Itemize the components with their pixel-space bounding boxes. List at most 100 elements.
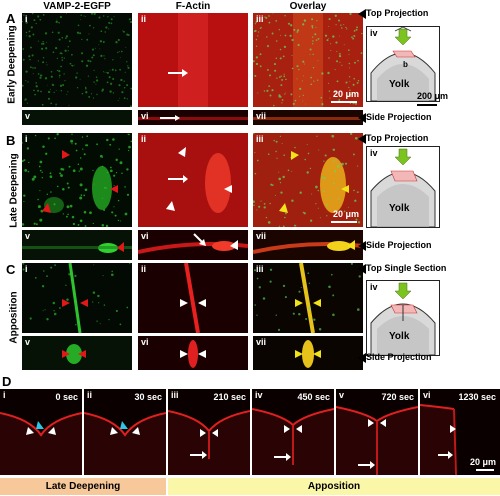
vesicle-punctum bbox=[68, 40, 71, 43]
schematic-b-iv: iv Yolk bbox=[366, 146, 440, 228]
vesicle-punctum bbox=[335, 158, 337, 160]
vesicle-punctum bbox=[101, 224, 105, 227]
vesicle-punctum bbox=[348, 53, 350, 56]
vesicle-punctum bbox=[283, 75, 286, 78]
vesicle-punctum bbox=[289, 34, 292, 37]
vesicle-punctum bbox=[79, 32, 82, 35]
vesicle-punctum bbox=[328, 90, 331, 92]
vesicle-punctum bbox=[307, 152, 310, 155]
vesicle-punctum bbox=[121, 172, 123, 174]
vesicle-punctum bbox=[45, 47, 48, 50]
vesicle-punctum bbox=[57, 31, 60, 34]
vesicle-punctum bbox=[92, 97, 95, 99]
vesicle-punctum bbox=[313, 80, 315, 82]
row-label-early-deepening: Early Deepening bbox=[6, 25, 18, 104]
overlay-signal bbox=[253, 133, 363, 227]
vesicle-punctum bbox=[354, 199, 357, 202]
vesicle-punctum bbox=[98, 16, 101, 19]
time-label: 1230 sec bbox=[458, 392, 496, 402]
vesicle-punctum bbox=[357, 221, 361, 224]
cleavage-furrow bbox=[168, 410, 250, 475]
vesicle-punctum bbox=[328, 285, 331, 289]
vesicle-punctum bbox=[324, 34, 328, 37]
panel-label: vi bbox=[423, 390, 431, 400]
vesicle-punctum bbox=[85, 91, 88, 94]
vesicle-punctum bbox=[303, 63, 305, 65]
vesicle-punctum bbox=[60, 90, 62, 92]
vesicle-punctum bbox=[312, 53, 314, 56]
vesicle-punctum bbox=[77, 163, 80, 166]
vesicle-punctum bbox=[111, 211, 114, 214]
vesicle-punctum bbox=[99, 323, 101, 325]
vesicle-punctum bbox=[89, 24, 91, 27]
vesicle-punctum bbox=[96, 320, 98, 322]
vesicle-punctum bbox=[99, 40, 103, 43]
vesicle-punctum bbox=[24, 169, 28, 172]
vesicle-punctum bbox=[63, 73, 65, 75]
vesicle-punctum bbox=[350, 133, 353, 136]
vesicle-punctum bbox=[318, 149, 320, 151]
vesicle-punctum bbox=[109, 169, 113, 173]
vesicle-punctum bbox=[269, 202, 271, 205]
vesicle-punctum bbox=[58, 21, 60, 24]
vesicle-punctum bbox=[41, 171, 43, 174]
vesicle-punctum bbox=[262, 297, 266, 300]
vesicle-punctum bbox=[279, 135, 282, 138]
vesicle-punctum bbox=[85, 87, 87, 90]
vesicle-punctum bbox=[83, 194, 86, 197]
vesicle-punctum bbox=[120, 220, 122, 222]
vesicle-punctum bbox=[264, 16, 266, 18]
panel-label: vi bbox=[141, 231, 149, 241]
vesicle-punctum bbox=[267, 153, 270, 155]
vesicle-punctum bbox=[42, 42, 45, 45]
side-signal bbox=[253, 117, 363, 120]
vesicle-punctum bbox=[328, 26, 330, 28]
overlay-signal bbox=[253, 13, 363, 107]
vesicle-punctum bbox=[79, 78, 81, 80]
vesicle-punctum bbox=[303, 212, 306, 215]
vesicle-punctum bbox=[92, 291, 96, 294]
vesicle-punctum bbox=[39, 74, 42, 77]
phase-bar-apposition: Apposition bbox=[168, 478, 500, 495]
vesicle-punctum bbox=[51, 31, 54, 34]
vesicle-punctum bbox=[323, 160, 325, 162]
vesicle-punctum bbox=[119, 161, 123, 165]
vesicle-punctum bbox=[296, 31, 299, 33]
vesicle-punctum bbox=[55, 21, 58, 24]
vesicle-punctum bbox=[25, 79, 27, 82]
vesicle-punctum bbox=[276, 77, 278, 79]
vesicle-punctum bbox=[361, 32, 363, 35]
vesicle-punctum bbox=[90, 13, 94, 15]
vesicle-punctum bbox=[37, 73, 40, 75]
vesicle-punctum bbox=[311, 18, 314, 21]
phase-bar-late-deepening: Late Deepening bbox=[0, 478, 166, 495]
vesicle-punctum bbox=[125, 46, 127, 48]
vesicle-punctum bbox=[127, 66, 130, 69]
vesicle-punctum bbox=[317, 60, 319, 62]
panel-label: iii bbox=[171, 390, 179, 400]
vesicle-punctum bbox=[123, 97, 126, 99]
vesicle-punctum bbox=[343, 24, 345, 26]
vesicle-punctum bbox=[75, 323, 77, 326]
vesicle-punctum bbox=[280, 84, 283, 87]
vesicle-punctum bbox=[109, 143, 112, 146]
vesicle-punctum bbox=[259, 27, 262, 29]
column-header-factin: F-Actin bbox=[175, 1, 211, 12]
vesicle-punctum bbox=[108, 28, 110, 30]
vesicle-punctum bbox=[354, 136, 358, 140]
vesicle-punctum bbox=[83, 210, 87, 214]
vesicle-punctum bbox=[27, 81, 29, 83]
vesicle-punctum bbox=[61, 52, 63, 55]
vesicle-punctum bbox=[38, 165, 41, 168]
vesicle-punctum bbox=[22, 84, 24, 87]
vesicle-punctum bbox=[41, 285, 45, 288]
vesicle-punctum bbox=[31, 13, 34, 15]
vesicle-punctum bbox=[39, 190, 41, 192]
vesicle-punctum bbox=[124, 212, 128, 216]
panel-label: iii bbox=[256, 134, 264, 144]
vesicle-punctum bbox=[291, 38, 294, 42]
vesicle-punctum bbox=[128, 149, 130, 152]
vesicle-punctum bbox=[63, 57, 65, 59]
vesicle-punctum bbox=[284, 296, 287, 299]
yolk-label: Yolk bbox=[389, 331, 410, 342]
